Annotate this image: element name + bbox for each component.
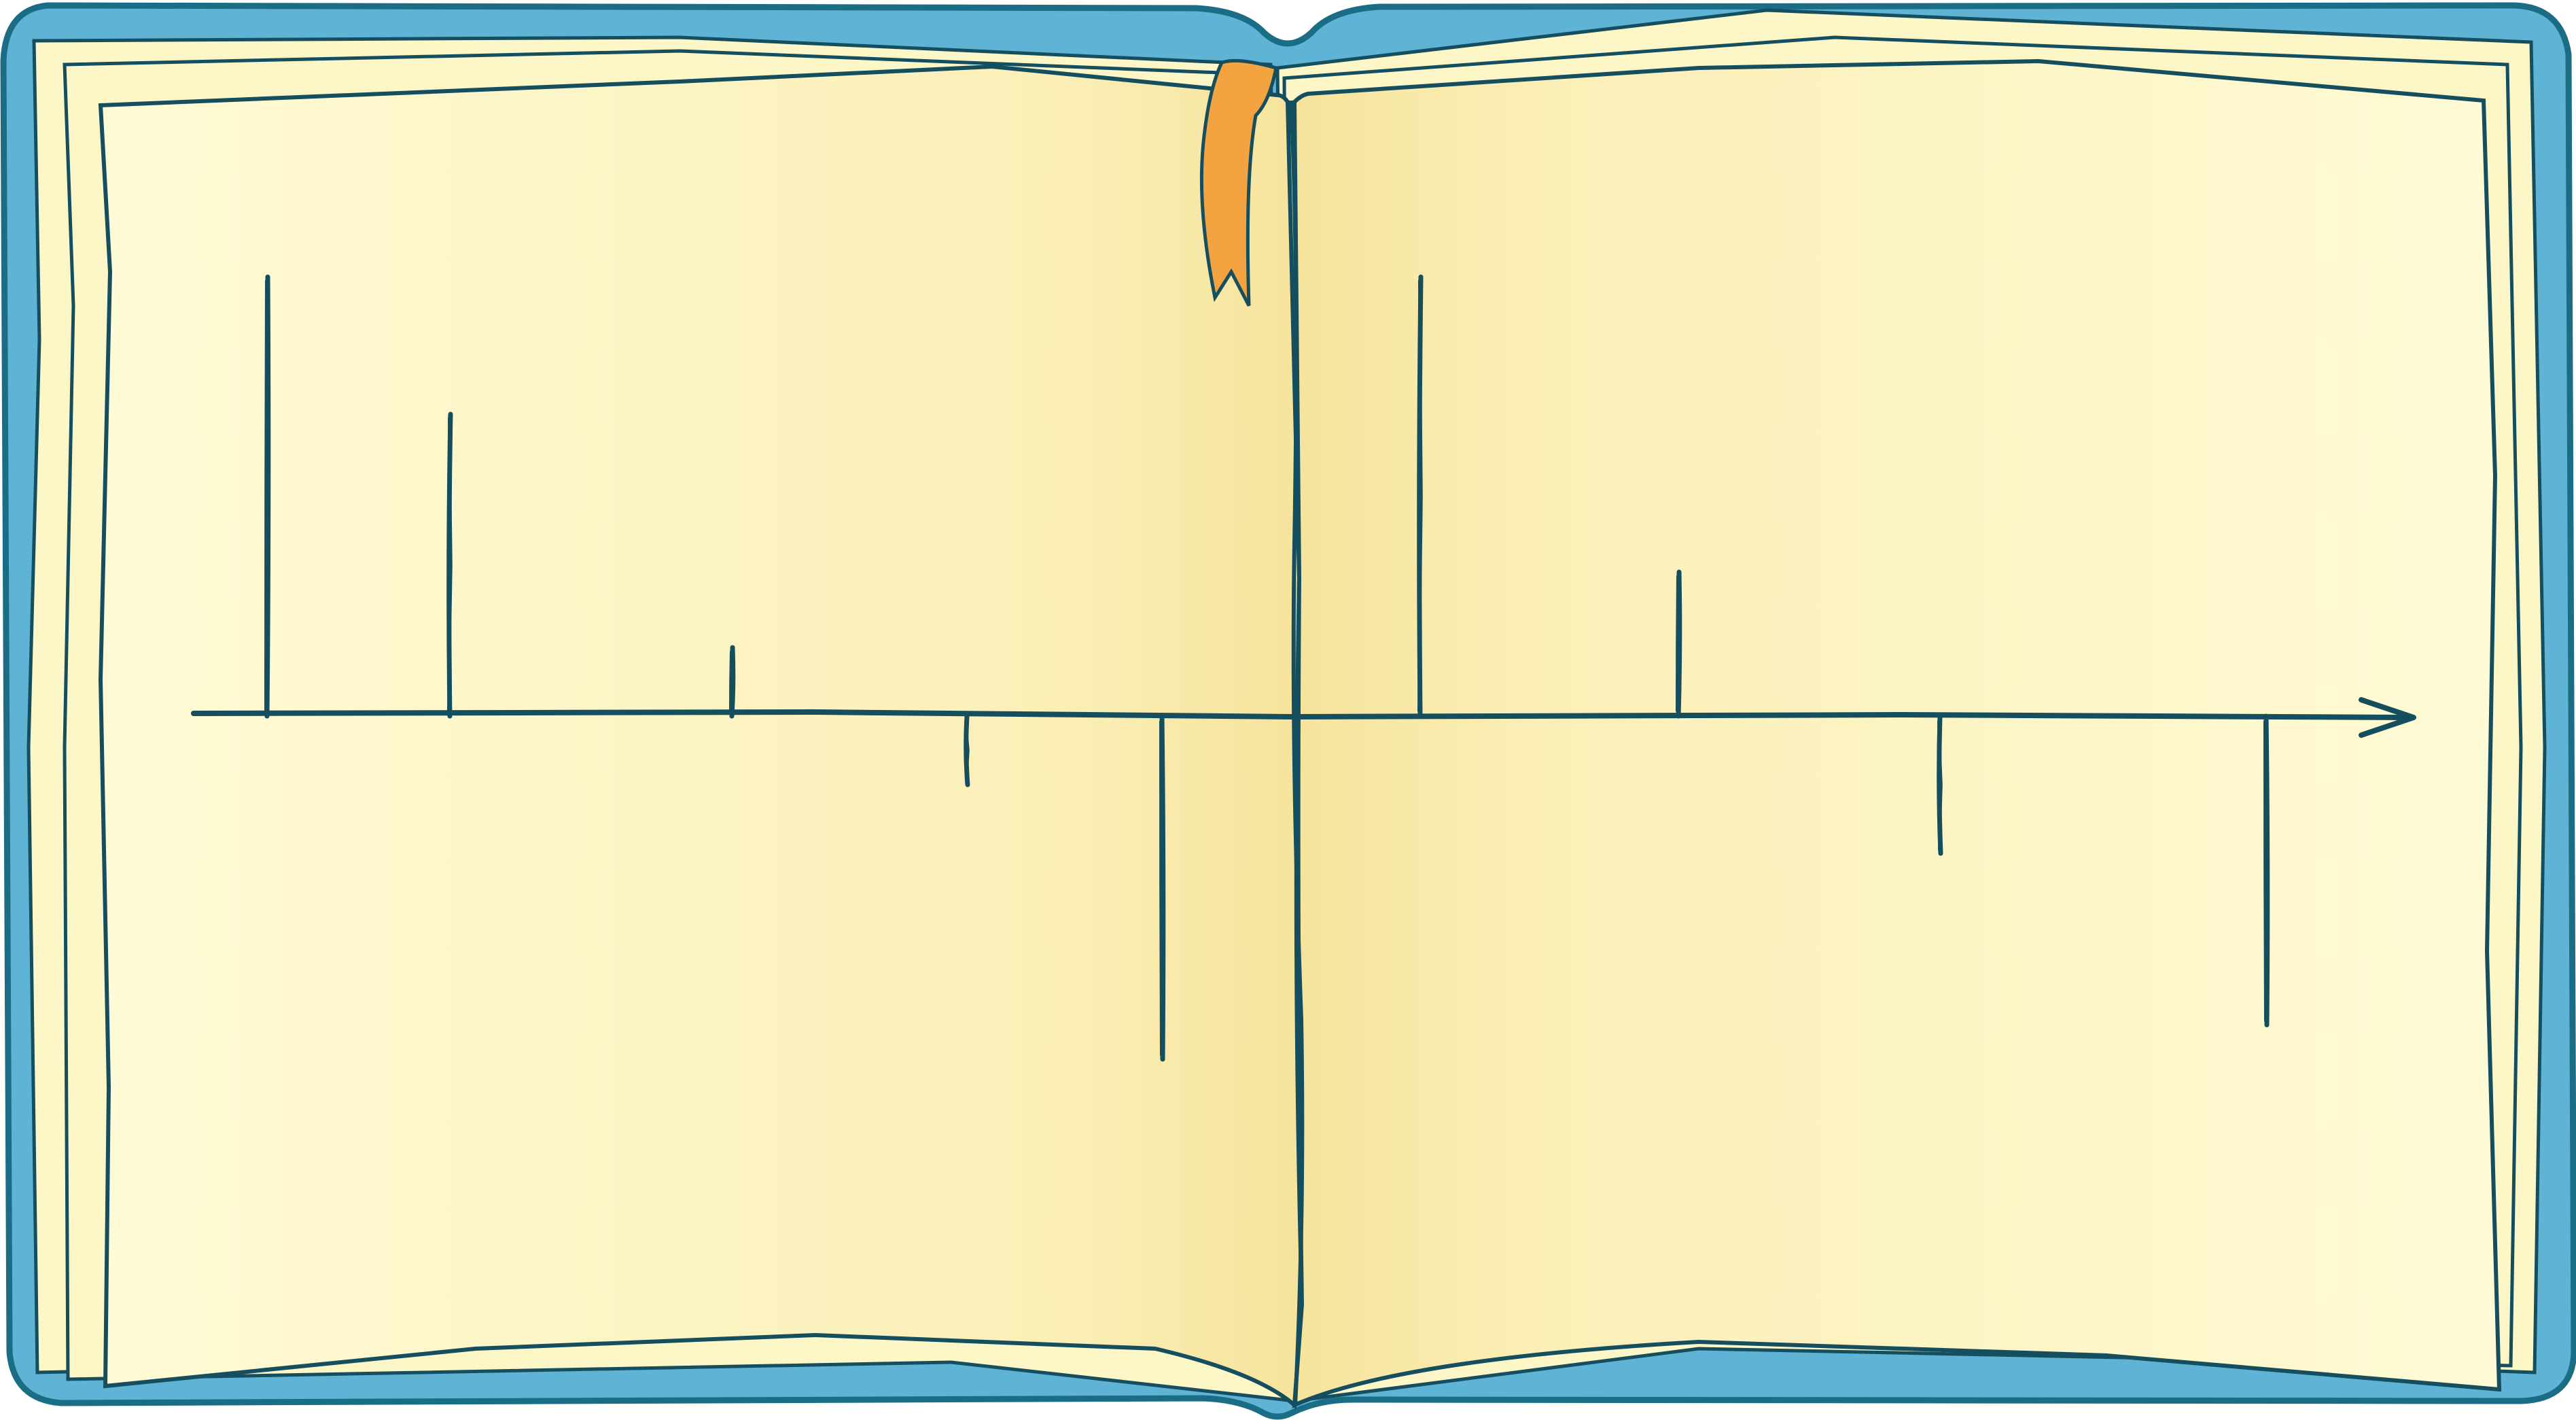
arrow-right-icon: [2359, 697, 2416, 738]
bar-9: [2263, 713, 2270, 1027]
spine-fold-line: [1289, 100, 1305, 1406]
bar-8-sketch: [1937, 720, 1943, 851]
right-page: [1292, 58, 2502, 1408]
bar-2-sketch: [447, 416, 453, 712]
bar-3: [729, 645, 736, 719]
bar-1: [264, 274, 271, 719]
bar-3-sketch: [729, 650, 733, 712]
bar-7: [1676, 569, 1682, 719]
bar-6-sketch: [1417, 279, 1423, 712]
bookmark-ribbon-icon: [1199, 58, 1278, 307]
left-page: [98, 64, 1305, 1410]
bar-marks: [264, 274, 2270, 1062]
bar-5: [1159, 713, 1166, 1062]
x-axis-line: [191, 709, 2408, 720]
bar-7-sketch: [1676, 574, 1679, 712]
bar-4-sketch: [964, 720, 970, 782]
